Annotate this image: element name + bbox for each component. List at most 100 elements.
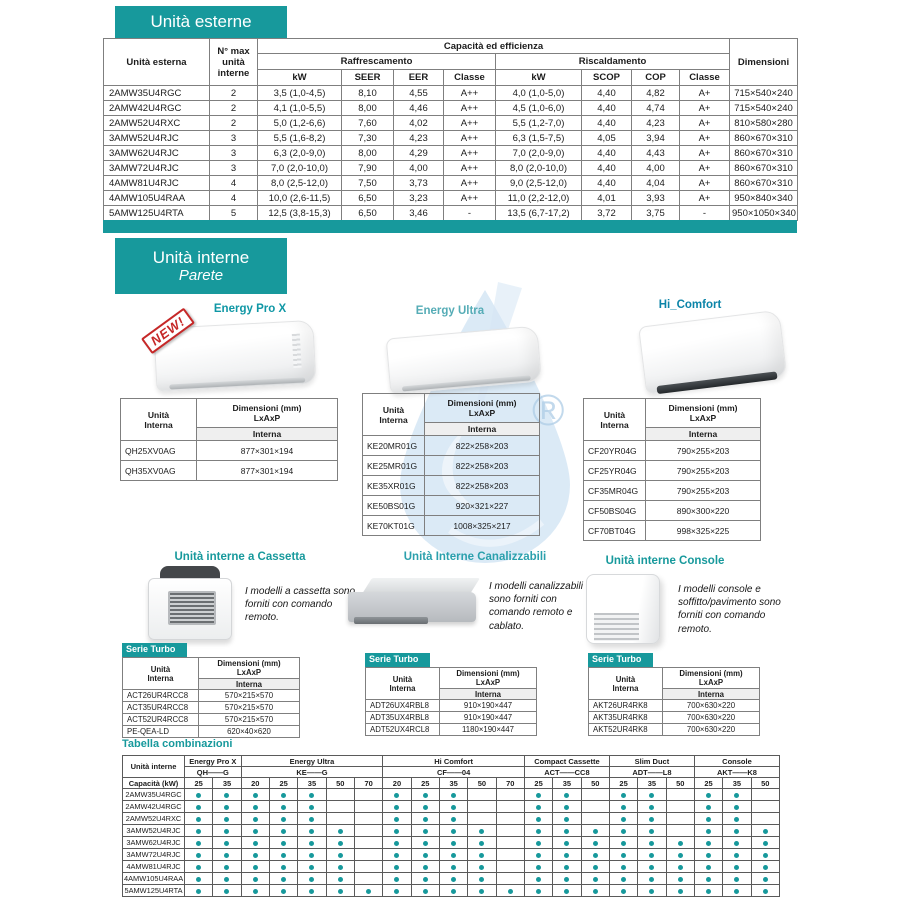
compat-cell: [750, 860, 781, 873]
value-cell: 877×301×194: [196, 460, 338, 481]
compat-cell: [637, 800, 667, 813]
compat-cell: [268, 884, 299, 897]
compat-dot-icon: [564, 816, 570, 822]
group-code: CF——04: [382, 766, 525, 778]
compat-dot-icon: [734, 852, 740, 858]
value-cell: A+: [678, 145, 731, 161]
compat-cell: [467, 860, 497, 873]
compat-cell: [297, 860, 327, 873]
combination-row: 5AMW125U4RTA: [122, 884, 781, 897]
compat-cell: [608, 860, 639, 873]
empty-cell: [750, 800, 781, 813]
compat-dot-icon: [706, 792, 712, 798]
model-cell: 3AMW52U4RJC: [103, 130, 210, 146]
compat-dot-icon: [451, 876, 457, 882]
compat-cell: [523, 860, 554, 873]
duct-series-table: Unità Interna Dimensioni (mm) LxAxP Inte…: [365, 667, 537, 736]
capacity-value: 25: [268, 777, 299, 789]
value-cell: 822×258×203: [424, 435, 540, 456]
compat-cell: [552, 848, 582, 861]
compat-cell: [608, 788, 639, 801]
group-code: AKT——K8: [693, 766, 781, 778]
compat-cell: [495, 884, 525, 897]
compat-cell: [552, 812, 582, 825]
col-header-outdoor-unit: Unità esterna: [103, 38, 210, 86]
col-header-indoor-unit: Unità Interna: [583, 398, 646, 441]
empty-cell: [665, 800, 695, 813]
cassette-series-tag: Serie Turbo: [122, 643, 188, 657]
value-cell: A++: [443, 175, 496, 191]
col-header-kw-heating: kW: [495, 69, 582, 86]
value-cell: 7,0 (2,0-10,0): [257, 160, 342, 176]
compat-cell: [438, 788, 469, 801]
value-cell: 4,05: [581, 130, 632, 146]
col-header-indoor-unit: Unità Interna: [122, 657, 199, 690]
compat-dot-icon: [592, 828, 598, 834]
value-cell: 570×215×570: [198, 701, 300, 714]
compat-dot-icon: [422, 804, 428, 810]
table-row: ACT35UR4RCC8 570×215×570: [122, 701, 300, 714]
compat-dot-icon: [309, 876, 315, 882]
compat-cell: [523, 824, 554, 837]
group-code: QH——G: [184, 766, 242, 778]
compat-dot-icon: [422, 852, 428, 858]
capacity-value: 35: [722, 777, 752, 789]
value-cell: 7,50: [341, 175, 394, 191]
empty-cell: [325, 788, 355, 801]
compat-dot-icon: [592, 864, 598, 870]
compat-dot-icon: [734, 840, 740, 846]
col-header-dimensions-mm: Dimensioni (mm) LxAxP: [198, 657, 300, 679]
model-cell: AKT52UR4RK8: [588, 723, 663, 736]
compat-dot-icon: [649, 840, 655, 846]
compat-dot-icon: [451, 828, 457, 834]
compat-dot-icon: [394, 840, 400, 846]
compat-cell: [297, 848, 327, 861]
table-row: CF25YR04G 790×255×203: [583, 460, 761, 481]
compat-cell: [297, 836, 327, 849]
compat-cell: [608, 848, 639, 861]
value-cell: 910×190×447: [439, 711, 537, 724]
col-header-class-cooling: Classe: [443, 69, 496, 86]
compat-dot-icon: [337, 852, 343, 858]
compat-dot-icon: [621, 852, 627, 858]
compat-dot-icon: [394, 876, 400, 882]
ac-slats: [291, 333, 302, 368]
compat-cell: [523, 788, 554, 801]
compat-cell: [693, 860, 724, 873]
table-row: QH25XV0AG 877×301×194: [120, 440, 338, 461]
value-cell: 8,0 (2,0-10,0): [495, 160, 582, 176]
model-cell: 3AMW72U4RJC: [122, 848, 185, 861]
col-header-class-heating: Classe: [678, 69, 731, 86]
empty-cell: [495, 800, 525, 813]
compat-cell: [722, 848, 752, 861]
compat-cell: [410, 860, 440, 873]
compat-dot-icon: [224, 852, 230, 858]
compat-dot-icon: [621, 888, 627, 894]
indoor-section-title: Unità interne Parete: [115, 238, 287, 294]
col-header-kw-cooling: kW: [257, 69, 342, 86]
value-cell: 4,82: [631, 85, 680, 101]
empty-cell: [495, 812, 525, 825]
value-cell: 5,0 (1,2-6,6): [257, 115, 342, 131]
compat-cell: [750, 872, 781, 885]
compat-dot-icon: [422, 828, 428, 834]
col-header-dimensions-mm: Dimensioni (mm) LxAxP: [424, 393, 540, 423]
model-cell: KE50BS01G: [362, 495, 425, 516]
table-row: 2AMW42U4RGC 2 4,1 (1,0-5,5) 8,00 4,46 A++ 4,5 …: [103, 100, 799, 116]
compat-cell: [382, 872, 412, 885]
model-cell: CF20YR04G: [583, 440, 646, 461]
combination-row: 4AMW105U4RAA: [122, 872, 781, 885]
value-cell: 950×840×340: [729, 190, 799, 206]
hi-comfort-table: Unità Interna Dimensioni (mm) LxAxP Inte…: [583, 398, 761, 541]
value-cell: 4,0 (1,0-5,0): [495, 85, 582, 101]
value-cell: 2: [209, 115, 258, 131]
compat-dot-icon: [536, 804, 542, 810]
combinations-row-header: Unità interne: [122, 755, 185, 778]
table-row: CF70BT04G 998×325×225: [583, 520, 761, 541]
value-cell: 7,30: [341, 130, 394, 146]
compat-cell: [183, 848, 214, 861]
value-cell: 822×258×203: [424, 455, 540, 476]
compat-dot-icon: [196, 852, 202, 858]
compat-dot-icon: [281, 828, 287, 834]
duct-section-title: Unità Interne Canalizzabili: [403, 551, 547, 563]
